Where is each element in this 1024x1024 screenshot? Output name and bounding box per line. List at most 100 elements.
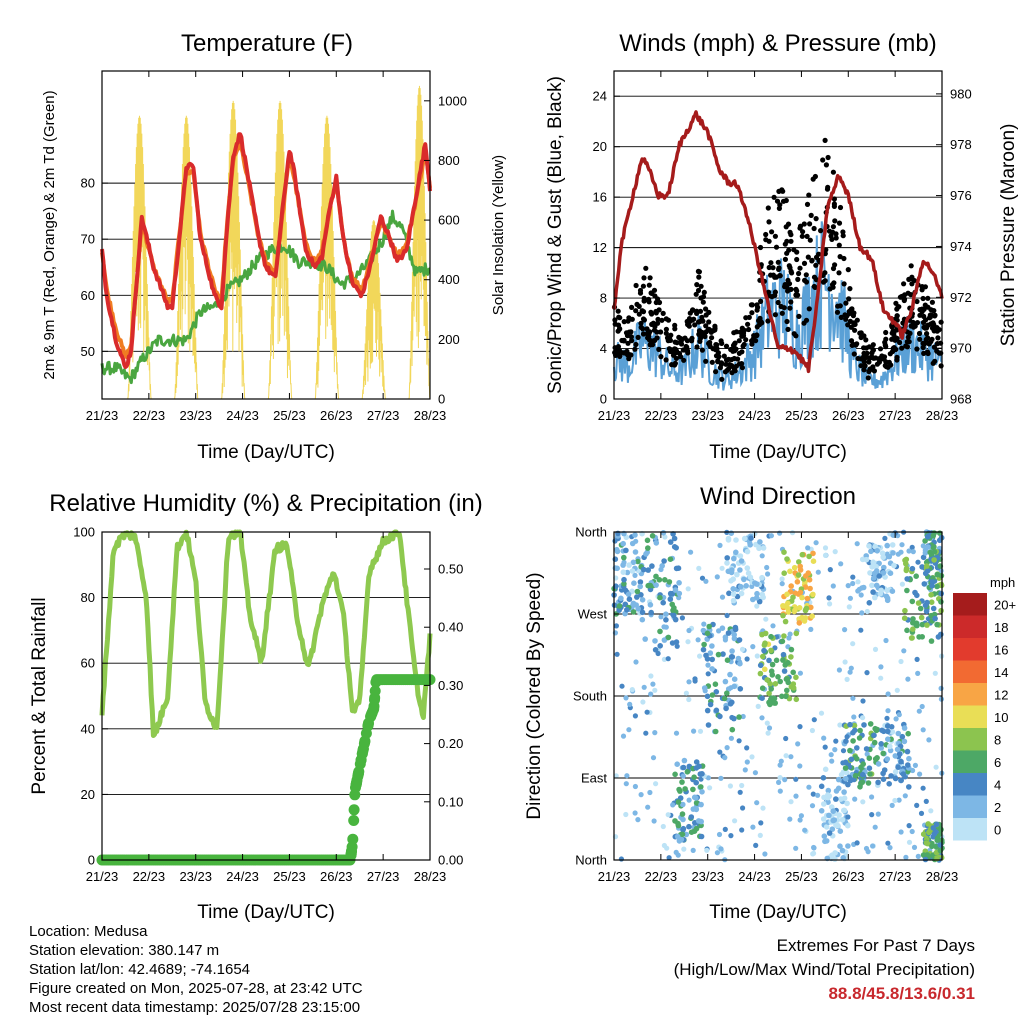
gust-point [694, 310, 700, 316]
direction-point [928, 808, 934, 814]
direction-point [829, 826, 836, 832]
direction-point [880, 770, 886, 777]
direction-point [818, 710, 825, 716]
direction-point [793, 776, 799, 782]
direction-point [923, 798, 929, 805]
direction-point [830, 583, 836, 589]
gust-point [640, 283, 647, 289]
gust-point [641, 317, 648, 323]
temperature-frame [101, 70, 431, 400]
direction-point [934, 571, 941, 578]
gust-point [739, 349, 745, 355]
direction-point [872, 594, 878, 601]
direction-point [931, 831, 938, 837]
direction-point [695, 818, 702, 824]
direction-point [705, 775, 712, 781]
gust-point [693, 291, 699, 297]
direction-point [887, 743, 893, 750]
gust-point [626, 315, 632, 321]
direction-point [657, 628, 663, 635]
direction-point [762, 666, 768, 673]
direction-point [704, 707, 711, 714]
gust-point [696, 328, 703, 334]
direction-point [718, 846, 724, 852]
direction-point [859, 771, 866, 778]
direction-point [936, 537, 943, 544]
direction-point [836, 667, 843, 673]
gust-point [908, 292, 914, 298]
direction-point [793, 630, 800, 637]
gust-point [811, 274, 818, 280]
direction-point [722, 678, 729, 685]
direction-point [784, 556, 790, 562]
gust-point [736, 338, 742, 344]
direction-point [772, 645, 778, 651]
direction-point [887, 570, 894, 576]
direction-x-label: Time (Day/UTC) [709, 902, 847, 923]
gust-point [870, 342, 876, 348]
direction-point [863, 746, 870, 752]
direction-point [648, 609, 654, 616]
x-tick-label: 26/23 [832, 408, 865, 423]
y-tick-label-right: 970 [950, 341, 972, 356]
gust-point [694, 282, 700, 288]
direction-point [686, 679, 692, 685]
gust-point [794, 288, 800, 294]
direction-point [728, 578, 734, 584]
direction-point [635, 817, 641, 823]
direction-point [769, 661, 776, 668]
direction-point [673, 545, 679, 551]
temperature-panel: Temperature (F) 21/23 22/23 23/23 24/23 25/2… [41, 30, 507, 463]
direction-point [930, 605, 937, 612]
gust-point [919, 287, 925, 293]
gust-point [721, 353, 727, 359]
y-tick-label-right: 972 [950, 290, 972, 305]
gust-point [713, 347, 719, 353]
direction-point [643, 730, 649, 736]
gust-point [629, 338, 635, 344]
rainfall-point [368, 703, 380, 715]
direction-point [788, 654, 794, 660]
direction-point [840, 748, 847, 754]
direction-point [826, 595, 832, 601]
direction-point [764, 564, 770, 571]
y-tick-label: 16 [593, 190, 607, 205]
direction-point [718, 775, 724, 781]
direction-point [613, 773, 619, 779]
direction-point [879, 727, 885, 734]
gust-point [684, 344, 690, 350]
winds-y-ticks: 0 4 8 12 16 20 24 968 970 972 974 976 978 980 [593, 86, 972, 406]
gust-point [851, 351, 857, 357]
direction-point [790, 669, 796, 676]
direction-point [885, 840, 891, 846]
rainfall-point [345, 849, 357, 861]
direction-point [768, 633, 774, 640]
direction-point [779, 576, 785, 582]
gust-point [924, 349, 931, 355]
gust-point [796, 313, 802, 319]
gust-point [906, 339, 912, 345]
gust-point [748, 302, 755, 308]
direction-point [644, 709, 650, 715]
direction-point [667, 556, 674, 562]
gust-point [768, 260, 774, 266]
gust-point [783, 224, 789, 230]
direction-point [781, 570, 787, 576]
rainfall-point [369, 685, 381, 697]
direction-point [744, 745, 750, 751]
direction-point [752, 770, 759, 776]
gust-point [845, 267, 851, 273]
gust-point [691, 316, 697, 322]
gust-point [686, 316, 693, 322]
direction-point [842, 627, 848, 633]
direction-point [620, 569, 627, 575]
direction-point [787, 631, 793, 637]
gust-point [754, 324, 760, 330]
direction-point [777, 775, 783, 781]
direction-point [830, 808, 836, 814]
speed-legend-label: 14 [994, 665, 1008, 680]
direction-point [647, 582, 654, 589]
gust-point [858, 363, 864, 369]
direction-point [858, 592, 864, 598]
gust-point [672, 346, 679, 352]
